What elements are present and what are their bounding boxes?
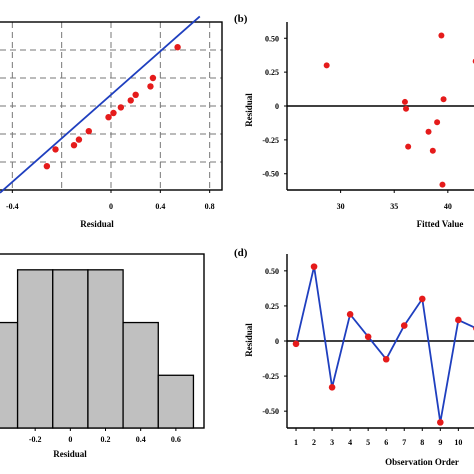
x-tick-label: 0 <box>109 202 113 211</box>
y-tick-label: -0.25 <box>262 372 279 381</box>
x-tick-label: 2 <box>312 438 316 447</box>
data-point <box>439 181 446 188</box>
x-tick-label: 1 <box>294 438 298 447</box>
data-point <box>434 119 441 126</box>
x-tick-label: -0.4 <box>6 202 19 211</box>
y-tick-label: 0 <box>275 337 279 346</box>
x-tick-label: 9 <box>438 438 442 447</box>
data-point <box>429 147 436 154</box>
data-point <box>323 62 330 69</box>
data-point <box>43 163 51 170</box>
data-point <box>85 128 93 135</box>
data-point <box>174 44 181 51</box>
x-tick-label: 0.6 <box>171 435 181 444</box>
panel-a-probability-plot: -0.4 0 0.4 0.8 Residual <box>0 15 223 229</box>
histogram-bar <box>157 374 195 429</box>
panel-a-frame <box>0 21 223 191</box>
histogram-bar <box>0 321 19 429</box>
data-point <box>405 143 412 150</box>
y-tick-label: -0.50 <box>262 407 279 416</box>
x-tick-label: 6 <box>384 438 388 447</box>
data-point <box>440 96 447 103</box>
x-tick-label: 0.8 <box>205 202 215 211</box>
x-tick-label: 0.2 <box>101 435 111 444</box>
data-point <box>149 74 157 82</box>
fit-line <box>0 15 201 194</box>
x-axis-label: Residual <box>53 449 87 459</box>
data-point <box>346 311 354 318</box>
y-tick-label: 0.50 <box>265 267 279 276</box>
y-tick-label: 0.50 <box>265 34 279 43</box>
panel-label: (d) <box>234 247 248 259</box>
data-point <box>425 128 432 135</box>
data-point <box>455 316 462 324</box>
x-tick-label: 8 <box>420 438 424 447</box>
x-axis-label: Residual <box>80 219 114 229</box>
data-point <box>147 83 154 90</box>
x-axis-label: Fitted Value <box>417 219 464 229</box>
x-tick-label: 3 <box>330 438 334 447</box>
x-tick-label: 5 <box>366 438 370 447</box>
x-tick-label: 4 <box>348 438 352 447</box>
y-axis-label: Residual <box>244 323 254 357</box>
data-point <box>418 295 426 303</box>
y-tick-label: 0.25 <box>265 302 279 311</box>
x-tick-label: 40 <box>444 202 452 211</box>
x-tick-label: 0 <box>68 435 72 444</box>
x-tick-label: 10 <box>454 438 462 447</box>
data-point <box>401 98 408 105</box>
x-tick-label: 0.4 <box>136 435 146 444</box>
data-point <box>52 146 59 153</box>
x-tick-label: 30 <box>337 202 345 211</box>
data-point <box>127 97 134 104</box>
histogram-bar <box>87 269 124 429</box>
panel-b-residual-vs-fitted: 0.50 0.25 0 -0.25 -0.50 30 35 40 Fitted Value Res… <box>234 13 474 229</box>
histogram-bar <box>16 269 54 429</box>
data-point <box>105 114 112 121</box>
series-line <box>295 266 474 423</box>
y-axis-label: Residual <box>244 93 254 127</box>
x-tick-label: -0.2 <box>29 435 42 444</box>
panel-d-residual-vs-order: 0.50 0.25 0 -0.25 -0.50 1 2 3 4 5 6 7 8 9 10 Observatio… <box>234 247 474 467</box>
data-point <box>117 104 125 111</box>
panel-c-histogram: -0.2 0 0.2 0.4 0.6 Residual <box>0 253 205 459</box>
x-tick-label: 0.4 <box>155 202 165 211</box>
data-point <box>400 322 408 329</box>
data-point <box>292 340 300 348</box>
data-point <box>382 355 390 363</box>
y-tick-label: -0.25 <box>262 136 279 145</box>
data-point <box>110 109 117 117</box>
data-point <box>70 142 78 149</box>
y-tick-label: -0.50 <box>262 170 279 179</box>
data-point <box>437 419 444 426</box>
y-tick-label: 0 <box>275 102 279 111</box>
data-point <box>438 32 445 39</box>
x-tick-label: 7 <box>402 438 406 447</box>
data-point <box>364 333 372 341</box>
x-tick-label: 35 <box>390 202 398 211</box>
panel-label: (b) <box>234 13 248 25</box>
y-tick-label: 0.25 <box>265 68 279 77</box>
data-point <box>132 91 139 99</box>
data-point <box>403 105 410 112</box>
data-point <box>310 263 318 270</box>
histogram-bar <box>122 321 159 429</box>
data-point <box>328 384 336 391</box>
x-axis-label: Observation Order <box>385 457 459 467</box>
histogram-bar <box>52 269 89 429</box>
data-point <box>75 136 83 143</box>
